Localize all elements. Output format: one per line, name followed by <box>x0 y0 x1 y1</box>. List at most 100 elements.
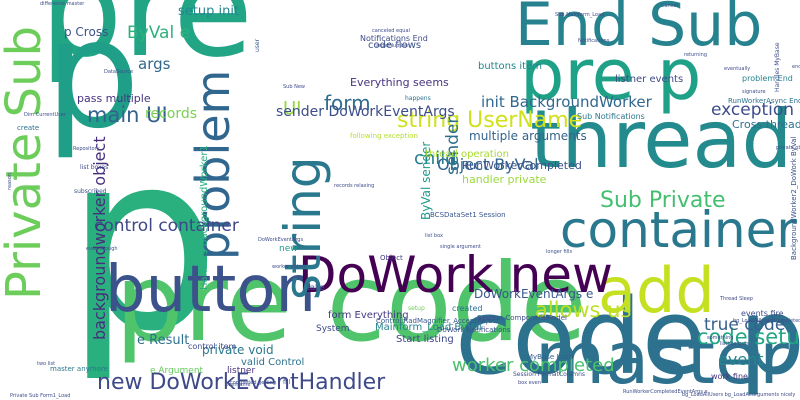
word-listner: listner <box>227 366 256 376</box>
word-repository: Repository <box>73 146 100 152</box>
word-bcsdataset1-session: BCSDataSet1 Session <box>430 211 506 219</box>
word-two-list: two list <box>37 361 56 367</box>
word-dim-currentuser: Dim CurrentUser <box>24 112 66 118</box>
word-cancel: Cancel <box>661 3 678 9</box>
word-worker-completed: worker completed <box>452 355 615 376</box>
word-fill: fill <box>283 379 291 386</box>
word-setup: setup <box>408 305 425 312</box>
word-completed-getting: completed getting <box>230 380 277 386</box>
word-box-even: box even <box>518 380 541 386</box>
word-runworkercompleted: RunWorkerCompleted <box>462 159 582 172</box>
word-init-backgroundworker: init BackgroundWorker <box>481 93 652 111</box>
word-button: button <box>105 253 317 327</box>
word-code-pre: code pre <box>455 276 800 398</box>
word-form-everything: form Everything <box>328 310 409 321</box>
word-true-code: true code <box>704 315 786 335</box>
word-single-argument: single argument <box>440 244 481 250</box>
word-byval-e: ByVal e <box>127 23 191 43</box>
word-create: create <box>17 124 40 132</box>
word-reason: reason <box>7 173 13 190</box>
word-private-sub-form1-load: Private Sub Form1_Load <box>10 393 71 399</box>
word-records-relaxing: records relaxing <box>334 183 375 189</box>
word-setup-init: setup init <box>178 4 240 19</box>
word-difference-master: difference master <box>40 1 85 7</box>
word-sub-notifications: Sub Notifications <box>577 112 645 121</box>
word-start-listing: Start listing <box>396 334 454 345</box>
word-sub-private: Sub Private <box>600 188 726 213</box>
word-work-fine: work fine <box>711 372 748 381</box>
word-thread-sleep: Thread Sleep <box>720 296 753 302</box>
word-everything-seems: Everything seems <box>350 76 449 89</box>
word-new-doworkeventhandler: new DoWorkEventHandler <box>97 370 386 395</box>
word-handles-backgroundworker1: Handles BackgroundWorker1 <box>199 145 210 290</box>
word-exception: exception <box>711 100 795 120</box>
word-mainform-load-byval: Mainform_Load ByVal <box>375 322 483 333</box>
word-bg-loadalluserscompleted: bg_LoadAllUsersCompleted <box>733 318 800 324</box>
word-bg-loadallusers-bg-loadall: bg_LoadAllUsers bg_LoadAll <box>682 392 752 398</box>
word-listner-events: listner events <box>615 74 684 85</box>
word-p-cross: p Cross <box>64 25 109 39</box>
word-system-componentmodel: System ComponentModel <box>477 314 567 322</box>
word-user: user <box>254 38 261 52</box>
word-private-sub: Private Sub <box>0 26 52 300</box>
word-object-byval: Object ByVal <box>437 155 539 174</box>
word-datasource: DataSource <box>104 69 134 75</box>
word-listbox-gets: listbox gets <box>720 341 749 347</box>
word-events-fire: events fire <box>741 309 784 318</box>
word-doworkeventargs: DoWorkEventArgs <box>258 237 304 243</box>
word-end: end <box>792 64 800 70</box>
word-dowork-new: DoWork new <box>298 246 613 304</box>
word-master: master <box>535 316 789 400</box>
word-sender: sender <box>443 116 463 175</box>
word-dowork-notifications: DoWork Notifications <box>437 326 511 334</box>
word-e-result: e Result <box>137 333 190 348</box>
word-worker-object: worker object <box>272 264 307 270</box>
word-private-void: private void <box>202 343 274 357</box>
word-private-object: private object <box>776 145 800 151</box>
word-pre-code: pre code <box>115 241 587 366</box>
word-happens: happens <box>405 95 431 102</box>
word-main-ui: main UI <box>87 103 168 127</box>
word-child: child <box>414 148 457 169</box>
word-runworkercompletedeventargs-e: RunWorkerCompletedEventArgs e <box>623 389 708 395</box>
word-list-box: list box <box>425 233 443 239</box>
word-following-exception: following exception <box>350 132 418 140</box>
word-signature: signature <box>742 89 766 95</box>
word-mybase-load: MyBase Load <box>527 353 574 361</box>
word-list-boxes: list boxes <box>80 164 109 171</box>
word-sender-doworkeventargs: sender DoWorkEventArgs <box>276 104 455 120</box>
word-buttons-item: buttons item <box>478 61 542 72</box>
word-control-container: control container <box>94 216 239 236</box>
word-take: take <box>307 283 325 292</box>
word-end-sub: End Sub <box>515 0 763 60</box>
word-pre-p: pre p <box>520 34 702 116</box>
word-handler-private: handler private <box>462 173 547 186</box>
word-thread: thread <box>530 93 793 186</box>
word-username: Username <box>225 382 251 388</box>
word-multiple-arguments: multiple arguments <box>469 129 587 143</box>
word-returning: returning <box>684 52 708 58</box>
word-code-flows: code flows <box>368 40 422 51</box>
word-canceled-equal: canceled equal <box>372 28 410 34</box>
word-object: Object <box>380 254 403 262</box>
word-control-radmagnifier-acceptreject: Control RadMagnifier_AcceptReject <box>376 317 499 325</box>
word-e-argument: e Argument <box>150 366 204 376</box>
word-targetnumber: targetNumber <box>374 43 410 49</box>
word-pre: pre <box>40 0 254 86</box>
word-form: form <box>324 91 371 115</box>
word-valid-control: valid Control <box>241 357 305 368</box>
word-code-setup: code setup <box>697 325 800 349</box>
word-created: created <box>452 304 483 313</box>
word-handles-mybase: Handles MyBase <box>774 42 781 92</box>
word-sub-mainform-load: Sub Mainform_Load <box>555 12 605 18</box>
word-cross-thread: Cross thread <box>732 118 800 131</box>
word-control-item: control item <box>188 342 237 351</box>
word-runworkerasync-end: RunWorkerAsync End <box>728 97 800 105</box>
word-allows-us: allows us <box>535 298 632 322</box>
word-something: something <box>707 335 734 341</box>
word-records: records <box>145 106 198 122</box>
word-string-username: string UserName <box>397 108 583 133</box>
word-eventually: eventually <box>724 66 751 72</box>
word-backgroundworker2-dowork-byval: BackgroundWorker2_DoWork ByVal <box>790 136 798 260</box>
